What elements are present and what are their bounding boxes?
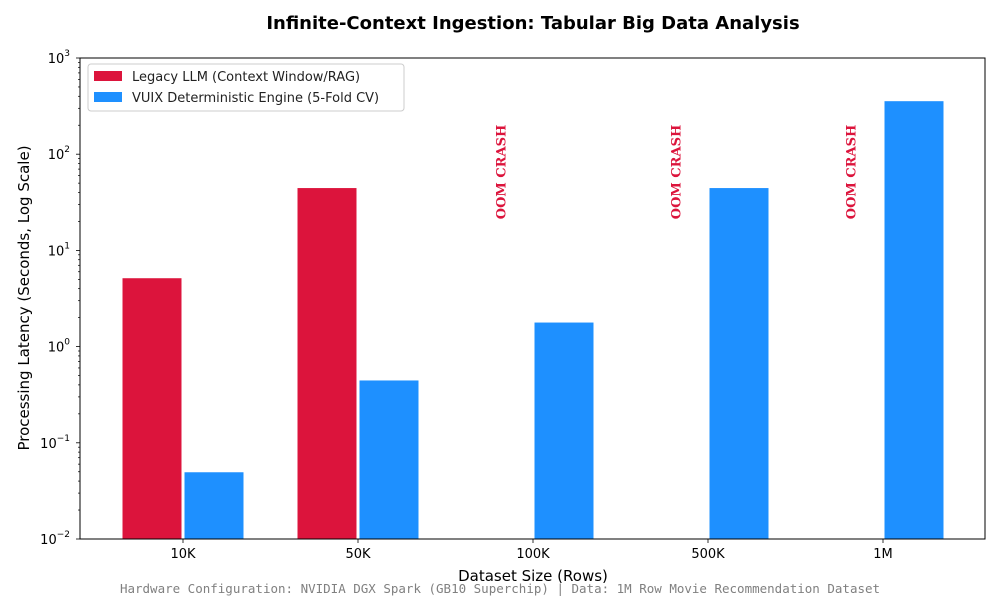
legend: Legacy LLM (Context Window/RAG) VUIX Dete… bbox=[87, 63, 405, 112]
legend-box bbox=[87, 63, 405, 112]
x-tick-label: 10K bbox=[170, 547, 196, 562]
x-axis: 10K 50K 100K 500K 1M bbox=[170, 539, 893, 562]
y-tick-label: 103 bbox=[48, 49, 70, 67]
legend-label-legacy: Legacy LLM (Context Window/RAG) bbox=[132, 70, 360, 85]
legend-swatch-legacy bbox=[94, 71, 122, 81]
bar-vuix-500k bbox=[708, 187, 770, 540]
legend-label-vuix: VUIX Deterministic Engine (5-Fold CV) bbox=[132, 91, 379, 106]
y-tick-label: 10−1 bbox=[40, 434, 70, 452]
bar-vuix-100k bbox=[533, 321, 595, 540]
x-axis-label: Dataset Size (Rows) bbox=[458, 567, 608, 585]
bar-vuix-10k bbox=[183, 471, 245, 540]
bar-legacy-50k bbox=[296, 187, 358, 540]
legend-swatch-vuix bbox=[94, 92, 122, 102]
y-tick-label: 101 bbox=[48, 241, 70, 259]
plot-frame bbox=[79, 57, 986, 540]
x-tick-label: 100K bbox=[516, 547, 550, 562]
bar-vuix-50k bbox=[358, 379, 420, 540]
oom-crash-annotation: OOM CRASH bbox=[670, 125, 685, 219]
chart-title: Infinite-Context Ingestion: Tabular Big … bbox=[266, 13, 799, 34]
bars-layer bbox=[121, 100, 945, 540]
bar-legacy-10k bbox=[121, 277, 183, 540]
bar-vuix-1m bbox=[883, 100, 945, 540]
x-tick-label: 500K bbox=[691, 547, 725, 562]
y-tick-label: 102 bbox=[48, 145, 70, 163]
x-tick-label: 1M bbox=[873, 547, 893, 562]
oom-crash-annotation: OOM CRASH bbox=[495, 125, 510, 219]
y-tick-label: 100 bbox=[48, 338, 71, 356]
y-axis: 10−2 10−1 100 101 102 103 bbox=[40, 49, 80, 548]
annotations-layer: OOM CRASH OOM CRASH OOM CRASH bbox=[495, 125, 860, 219]
y-tick-label: 10−2 bbox=[40, 530, 70, 548]
y-axis-label: Processing Latency (Seconds, Log Scale) bbox=[15, 145, 33, 450]
oom-crash-annotation: OOM CRASH bbox=[845, 125, 860, 219]
footer-note: Hardware Configuration: NVIDIA DGX Spark… bbox=[119, 581, 881, 596]
x-tick-label: 50K bbox=[345, 547, 371, 562]
